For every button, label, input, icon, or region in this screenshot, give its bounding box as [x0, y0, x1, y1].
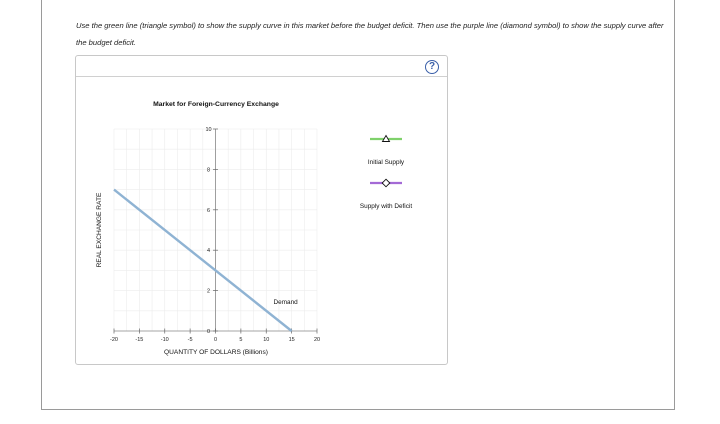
triangle-icon[interactable] [381, 134, 391, 142]
y-axis-label: REAL EXCHANGE RATE [96, 192, 103, 267]
initial-supply-label: Initial Supply [368, 159, 405, 166]
help-icon[interactable]: ? [425, 60, 439, 74]
x-tick-label: -20 [110, 337, 118, 343]
y-tick-label: 2 [207, 289, 210, 295]
x-tick-label: 15 [289, 337, 295, 343]
y-tick-label: 4 [207, 248, 210, 254]
y-tick-label: 8 [207, 167, 210, 173]
demand-curve [113, 188, 293, 332]
y-tick-label: 0 [207, 329, 210, 335]
demand-curve-label: Demand [274, 299, 299, 306]
y-tick-label: 10 [205, 127, 211, 133]
y-tick-label: 6 [207, 208, 210, 214]
ticks: -20 -15 -10 -5 0 5 10 15 20 0 2 4 6 8 10 [110, 127, 320, 343]
supply-with-deficit-tool[interactable]: Supply with Deficit [360, 178, 412, 210]
chart-title: Market for Foreign-Currency Exchange [153, 101, 279, 108]
x-tick-label: -5 [188, 337, 193, 343]
x-axis-label: QUANTITY OF DOLLARS (Billions) [164, 349, 268, 356]
initial-supply-tool[interactable]: Initial Supply [368, 134, 405, 167]
x-tick-label: 20 [314, 337, 320, 343]
series-layer: Demand [113, 188, 299, 332]
x-tick-label: 10 [263, 337, 269, 343]
question-instructions: Use the green line (triangle symbol) to … [76, 21, 664, 47]
x-tick-label: -10 [161, 337, 169, 343]
x-tick-label: 5 [239, 337, 242, 343]
grid [113, 128, 318, 332]
panel-header: ? [76, 56, 447, 77]
supply-with-deficit-label: Supply with Deficit [360, 203, 412, 210]
diamond-icon[interactable] [381, 178, 391, 188]
x-tick-label: 0 [214, 337, 217, 343]
x-tick-label: -15 [135, 337, 143, 343]
